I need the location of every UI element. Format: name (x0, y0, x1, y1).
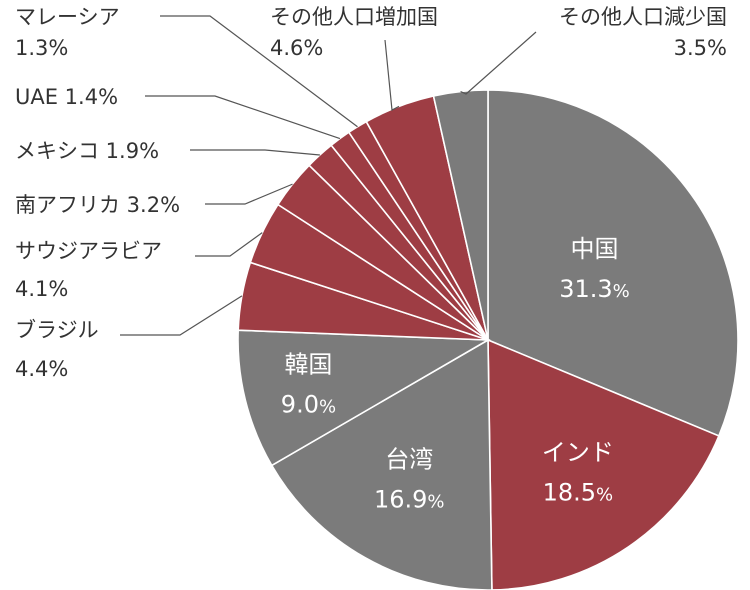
slice-name-label: ブラジル (15, 318, 99, 342)
leader-line (145, 95, 341, 140)
slice-0 (487, 89, 739, 437)
slice-label: UAE 1.4% (15, 85, 118, 109)
slice-value-label: 4.4% (15, 357, 68, 381)
pie-slices (237, 89, 739, 590)
slice-value-label: 18.5% (543, 478, 614, 506)
slice-name-label: 韓国 (284, 351, 332, 379)
slice-value-label: 31.3% (559, 275, 630, 303)
slice-name-label: その他人口増加国 (270, 5, 438, 29)
slice-value-label: 9.0% (281, 391, 336, 419)
slice-name-label: サウジアラビア (15, 239, 162, 263)
slice-value-label: 4.1% (15, 277, 68, 301)
leader-line (190, 149, 320, 156)
leader-line (120, 295, 243, 336)
slice-value-label: 3.5% (674, 36, 727, 60)
slice-value-label: 4.6% (270, 36, 323, 60)
leader-line (384, 39, 400, 111)
leader-line (460, 31, 537, 95)
slice-name-label: 中国 (570, 235, 618, 263)
slice-name-label: その他人口減少国 (559, 5, 727, 29)
slice-labels: 中国 31.3% インド 18.5% 台湾 16.9% 韓国 9.0% ブラジル 4.4% サウジア… (15, 5, 727, 513)
slice-value-label: 1.3% (15, 36, 68, 60)
leader-line (205, 183, 293, 205)
slice-label: 南アフリカ 3.2% (15, 193, 180, 217)
leader-line (160, 15, 358, 128)
slice-2 (270, 338, 493, 590)
slice-value-label: 16.9% (374, 485, 445, 513)
leader-line (195, 232, 263, 257)
slice-label: メキシコ 1.9% (15, 139, 159, 163)
slice-name-label: マレーシア (15, 5, 120, 29)
slice-3 (237, 329, 491, 467)
slice-name-label: 台湾 (385, 445, 433, 473)
slice-name-label: インド (542, 438, 614, 466)
leader-lines (120, 15, 537, 336)
slice-1 (487, 338, 720, 590)
